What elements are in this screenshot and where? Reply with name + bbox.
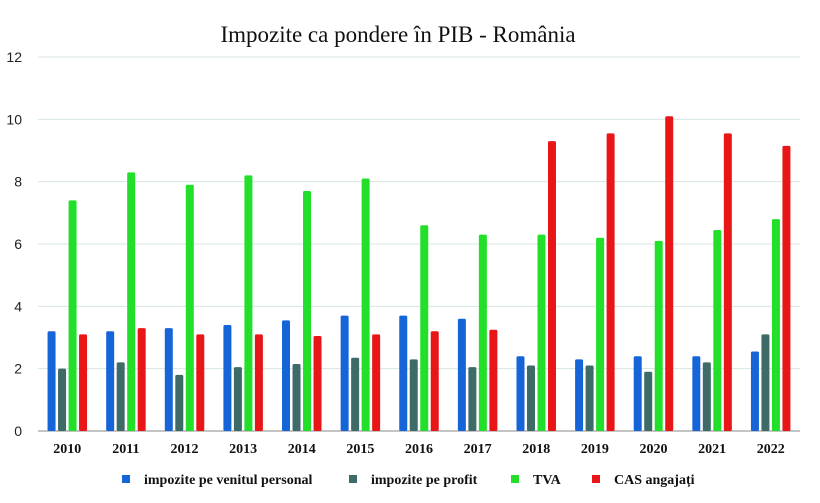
x-tick-label: 2021 — [698, 442, 726, 457]
x-tick-label: 2012 — [171, 442, 199, 457]
bar-2013-series-0 — [223, 325, 232, 431]
y-tick-label: 0 — [14, 423, 22, 439]
bar-2011-series-1 — [116, 362, 125, 431]
bar-2022-series-0 — [750, 351, 759, 431]
bar-2022-series-3 — [782, 145, 791, 431]
bar-2019-series-1 — [585, 365, 594, 431]
legend: impozite pe venitul personal impozite pe … — [122, 473, 695, 488]
bar-2020-series-2 — [654, 240, 663, 431]
x-tick-label: 2020 — [639, 442, 667, 457]
bar-2017-series-0 — [457, 318, 466, 431]
bar-2021-series-0 — [692, 356, 701, 431]
bar-2018-series-3 — [547, 141, 556, 431]
bar-2013-series-2 — [244, 175, 253, 431]
bar-2022-series-1 — [761, 334, 770, 431]
bar-2020-series-3 — [665, 116, 674, 431]
bar-2016-series-1 — [409, 359, 418, 431]
x-tick-label: 2017 — [464, 442, 492, 457]
bar-2012-series-2 — [185, 184, 194, 431]
bar-2021-series-2 — [713, 229, 722, 431]
bar-2018-series-1 — [526, 365, 535, 431]
x-tick-label: 2018 — [522, 442, 550, 457]
legend-label: CAS angajați — [614, 473, 695, 488]
bar-2019-series-3 — [606, 133, 615, 431]
y-tick-label: 2 — [14, 361, 22, 377]
x-tick-label: 2015 — [346, 442, 374, 457]
x-tick-label: 2019 — [581, 442, 609, 457]
y-tick-label: 6 — [14, 236, 22, 252]
bar-2012-series-1 — [175, 374, 184, 431]
bars — [47, 116, 791, 432]
legend-swatch — [511, 475, 519, 483]
x-tick-label: 2010 — [53, 442, 81, 457]
x-axis-categories: 2010 2011 2012 2013 2014 2015 2016 2017 2018 2019… — [53, 442, 784, 457]
legend-swatch — [122, 475, 130, 483]
y-tick-label: 12 — [6, 49, 22, 65]
bar-2014-series-0 — [282, 320, 291, 431]
y-tick-label: 10 — [6, 111, 22, 127]
bar-2010-series-3 — [79, 334, 88, 431]
bar-2013-series-1 — [233, 367, 242, 431]
y-axis-ticks: 0 2 4 6 8 10 12 — [6, 49, 22, 439]
bar-2017-series-1 — [468, 367, 477, 431]
bar-2012-series-3 — [196, 334, 205, 431]
bar-2020-series-0 — [633, 356, 642, 431]
bar-2022-series-2 — [771, 219, 780, 431]
legend-swatch — [592, 475, 600, 483]
legend-swatch — [349, 475, 357, 483]
bar-2015-series-0 — [340, 315, 349, 431]
bar-2011-series-0 — [106, 331, 115, 431]
bar-2019-series-2 — [596, 237, 605, 431]
gridlines — [38, 56, 800, 432]
legend-label: TVA — [533, 473, 562, 488]
bar-2017-series-3 — [489, 329, 498, 431]
bar-2016-series-3 — [430, 331, 439, 431]
bar-2011-series-3 — [137, 328, 146, 431]
x-tick-label: 2013 — [229, 442, 257, 457]
bar-2015-series-3 — [372, 334, 381, 431]
bar-2016-series-2 — [420, 225, 429, 431]
x-tick-label: 2014 — [288, 442, 316, 457]
bar-2012-series-0 — [164, 328, 173, 431]
bar-2014-series-1 — [292, 363, 301, 431]
bar-2018-series-0 — [516, 356, 525, 431]
x-tick-label: 2011 — [112, 442, 139, 457]
bar-2015-series-1 — [351, 357, 360, 431]
bar-2014-series-2 — [303, 191, 312, 431]
bar-2017-series-2 — [478, 234, 487, 431]
y-tick-label: 8 — [14, 174, 22, 190]
bar-2010-series-2 — [68, 200, 77, 431]
bar-2010-series-0 — [47, 331, 56, 431]
legend-label: impozite pe profit — [371, 473, 478, 488]
bar-2018-series-2 — [537, 234, 546, 431]
x-tick-label: 2016 — [405, 442, 433, 457]
bar-2021-series-3 — [723, 133, 732, 431]
chart-title: Impozite ca pondere în PIB - România — [220, 22, 575, 47]
bar-2016-series-0 — [399, 315, 408, 431]
y-tick-label: 4 — [14, 298, 22, 314]
bar-2019-series-0 — [575, 359, 584, 431]
bar-2010-series-1 — [58, 368, 67, 431]
bar-2015-series-2 — [361, 178, 370, 431]
bar-2014-series-3 — [313, 335, 322, 431]
bar-2020-series-1 — [644, 371, 653, 431]
bar-2021-series-1 — [702, 362, 711, 431]
bar-2011-series-2 — [127, 172, 136, 432]
legend-label: impozite pe venitul personal — [144, 473, 312, 488]
bar-2013-series-3 — [254, 334, 263, 431]
x-tick-label: 2022 — [757, 442, 785, 457]
